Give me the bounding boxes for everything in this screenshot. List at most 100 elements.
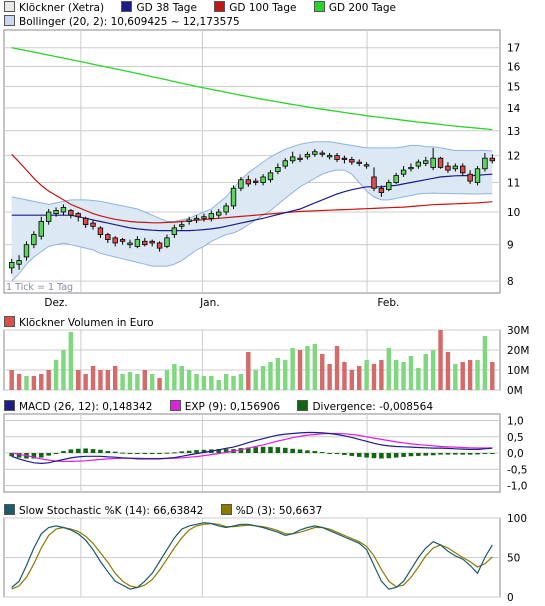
candle-body (400, 169, 407, 175)
candle-body (356, 161, 362, 164)
volume-bar (238, 374, 244, 390)
candle-body (105, 234, 111, 240)
legend-label-volume: Klöckner Volumen in Euro (19, 317, 154, 329)
divergence-bar (201, 449, 207, 453)
candle-body (38, 221, 44, 237)
candle-body (341, 157, 348, 160)
stoch-k-line (11, 522, 493, 590)
volume-tick-3: 30M (507, 325, 529, 337)
macd-tick-2: 0,0 (507, 448, 524, 460)
legend-item-macd: MACD (26, 12): 0,148342 (4, 400, 153, 413)
legend-swatch-gd38 (121, 1, 133, 12)
divergence-bar (53, 453, 59, 454)
candle-body (282, 160, 288, 167)
volume-bar (253, 370, 258, 390)
candle-body (260, 176, 266, 183)
candle-body (267, 172, 274, 181)
bollinger-lower-line (11, 169, 493, 282)
divergence-bar (38, 453, 44, 458)
legend-label-macd: MACD (26, 12): 0,148342 (19, 401, 153, 413)
divergence-bar (172, 452, 177, 454)
bollinger-upper-line (11, 141, 493, 222)
divergence-bar (423, 453, 429, 456)
candle-body (445, 165, 451, 171)
volume-bar (172, 364, 177, 390)
volume-bar (290, 348, 295, 390)
volume-bar (120, 374, 125, 390)
divergence-bar (327, 453, 332, 454)
volume-bar (283, 360, 288, 390)
volume-bar (364, 360, 369, 390)
price-tick-10: 10 (507, 207, 520, 219)
volume-tick-0: 0M (507, 385, 523, 397)
candle-body (193, 217, 200, 221)
candle-body (53, 210, 59, 215)
volume-bar (393, 360, 399, 390)
price-legend: Klöckner (Xetra) GD 38 Tage GD 100 Tage … (4, 1, 410, 14)
candle-body (75, 213, 81, 218)
candle-body (326, 155, 333, 158)
candle-body (156, 242, 163, 249)
divergence-bar (319, 452, 325, 454)
divergence-bar (9, 453, 14, 457)
candle-body (415, 161, 422, 167)
macd-tick-0: -1,0 (507, 481, 528, 493)
candle-body (142, 240, 148, 246)
candle-body (208, 213, 215, 219)
volume-bar (46, 370, 51, 390)
volume-bar (305, 346, 310, 390)
legend-item-klockner: Klöckner (Xetra) (4, 1, 105, 14)
candle-body (408, 167, 414, 170)
candle-body (386, 182, 392, 191)
volume-bar (142, 370, 148, 390)
volume-bar (201, 376, 207, 390)
stoch-tick-2: 100 (507, 513, 527, 525)
candle-body (393, 175, 399, 183)
divergence-bar (223, 449, 229, 453)
candle-body (253, 180, 259, 183)
candle-body (90, 222, 96, 227)
volume-bar (386, 348, 392, 390)
price-panel: 8 9 10 11 12 13 14 15 16 17 Dez. Jan. Feb. (3, 29, 521, 309)
volume-bar (320, 354, 325, 390)
divergence-bar (282, 447, 288, 453)
x-label-2: Feb. (377, 297, 399, 309)
divergence-bar (90, 449, 96, 453)
macd-line (11, 431, 493, 465)
candle-body (460, 165, 466, 174)
divergence-bar (142, 453, 148, 454)
candle-body (186, 219, 192, 222)
candle-body (423, 160, 429, 164)
legend-label-stoch-k: Slow Stochastic %K (14): 66,63842 (19, 505, 204, 517)
divergence-bar (467, 453, 473, 455)
tick-note: 1 Tick = 1 Tag (6, 282, 73, 293)
divergence-bar (297, 449, 303, 453)
candle-body (23, 244, 30, 258)
divergence-bar (105, 451, 111, 453)
divergence-bar (475, 453, 480, 455)
legend-label-divergence: Divergence: -0,008564 (312, 401, 434, 413)
volume-bar (31, 376, 37, 390)
legend-item-stoch-k: Slow Stochastic %K (14): 66,63842 (4, 504, 204, 517)
volume-bar (157, 378, 162, 390)
candle-body (238, 179, 244, 189)
divergence-bar (386, 453, 392, 459)
candle-body (349, 159, 355, 163)
volume-bar (379, 360, 384, 390)
legend-item-divergence: Divergence: -0,008564 (297, 400, 434, 413)
volume-bar (179, 366, 184, 390)
legend-label-klockner: Klöckner (Xetra) (19, 2, 105, 14)
legend-item-gd38: GD 38 Tage (121, 1, 197, 14)
volume-bar (127, 372, 133, 390)
divergence-bar (194, 450, 199, 453)
volume-bar (416, 368, 421, 390)
price-tick-13: 13 (507, 126, 520, 138)
bollinger-legend: Bollinger (20, 2): 10,609425 ~ 12,173575 (4, 15, 240, 28)
stoch-panel: 0 50 100 (3, 513, 527, 604)
gd38-line (11, 173, 493, 232)
divergence-bar (334, 453, 340, 454)
candle-body (275, 167, 281, 172)
volume-bar (371, 364, 377, 390)
candle-body (289, 156, 296, 162)
